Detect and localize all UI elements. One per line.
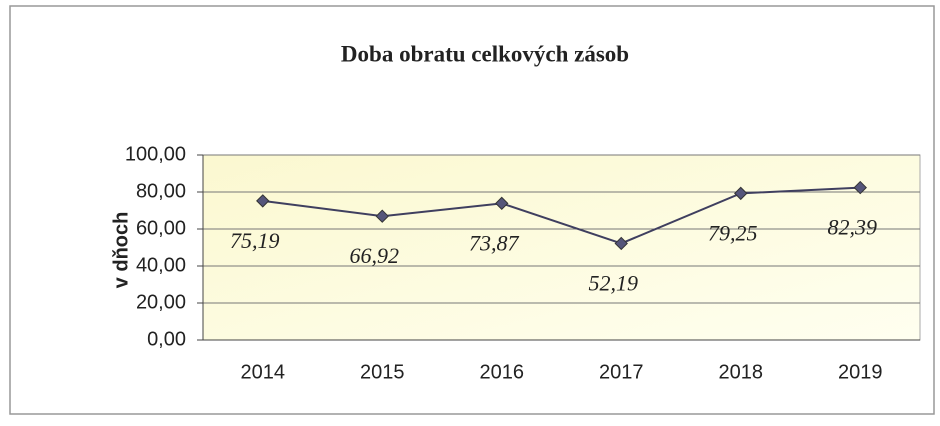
marker bbox=[853, 180, 867, 195]
x-tick-label: 2018 bbox=[719, 361, 764, 383]
marker bbox=[375, 209, 389, 223]
data-label: 73,87 bbox=[469, 230, 520, 255]
x-tick-label: 2019 bbox=[838, 361, 883, 383]
y-tick-label: 40,00 bbox=[136, 254, 186, 276]
y-tick-label: 0,00 bbox=[147, 328, 186, 350]
y-tick-label: 100,00 bbox=[125, 143, 186, 165]
marker bbox=[614, 236, 628, 251]
data-label: 82,39 bbox=[828, 215, 878, 240]
plot-area bbox=[202, 154, 921, 341]
y-tick-label: 60,00 bbox=[136, 217, 186, 239]
data-label: 66,92 bbox=[350, 243, 400, 268]
x-tick-label: 2017 bbox=[599, 361, 644, 383]
y-tick-label: 80,00 bbox=[136, 180, 186, 202]
data-label: 79,25 bbox=[708, 220, 758, 245]
marker bbox=[495, 196, 509, 211]
data-label: 75,19 bbox=[230, 228, 280, 253]
line bbox=[262, 186, 861, 245]
x-tick-label: 2016 bbox=[480, 361, 525, 383]
marker bbox=[256, 194, 270, 208]
y-tick-label: 20,00 bbox=[136, 291, 186, 313]
y-axis-label: v dňoch bbox=[110, 212, 132, 289]
marker bbox=[734, 186, 748, 201]
x-tick-label: 2014 bbox=[241, 361, 286, 383]
chart-title: Doba obratu celkových zásob bbox=[341, 41, 629, 66]
x-tick-label: 2015 bbox=[360, 361, 405, 383]
data-label: 52,19 bbox=[589, 270, 639, 295]
